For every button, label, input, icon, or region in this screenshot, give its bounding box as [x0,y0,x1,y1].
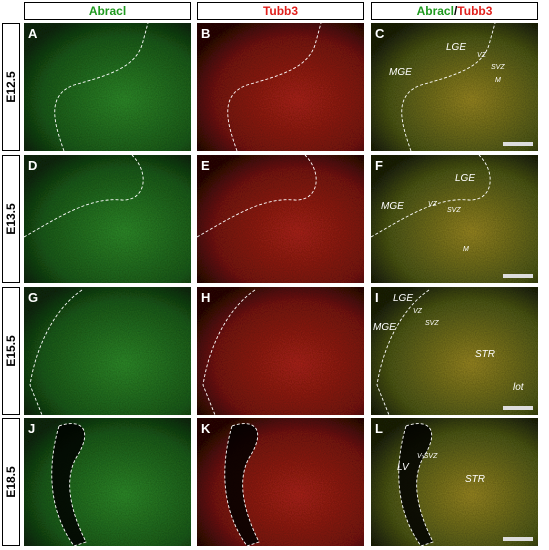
panel-letter: G [28,290,38,305]
tissue-signal [371,418,538,546]
tissue-signal [197,23,364,151]
region-label: VZ [413,308,423,315]
region-label: MGE [373,322,396,333]
region-label: STR [465,474,485,485]
row-label-box [2,23,20,151]
header-part: Abracl [417,4,454,18]
micrograph-panel: A [24,22,191,152]
tissue-signal [24,287,191,415]
tissue-signal [24,418,191,546]
header-part: / [454,4,458,18]
dashed-outline [370,154,491,238]
region-label: MGE [389,67,412,78]
scale-bar [503,274,533,278]
dashed-outline [401,22,496,152]
scale-bar [503,537,533,541]
ventricle-region [224,423,259,546]
row-label-box [2,155,20,283]
region-label: VZ [428,201,438,208]
row-label-box [2,287,20,415]
tissue-signal [371,287,538,415]
panel-letter: K [201,421,211,436]
region-label: LGE [455,173,475,184]
region-label: SVZ [447,207,461,214]
row-label: E15.5 [4,335,18,367]
header-part: Tubb3 [457,4,492,18]
region-label: lot [513,382,525,393]
region-label: LGE [393,293,413,304]
region-label: LV [397,462,410,473]
region-label: LGE [446,42,466,53]
region-label: STR [475,349,495,360]
micrograph-panel: L LV V-SVZ STR [371,418,538,547]
micrograph-panel: H [197,287,364,416]
column-header: Abracl [89,4,126,18]
column-header-box [371,2,538,20]
dashed-outline [202,289,256,416]
column-header: Abracl/Tubb3 [417,4,493,18]
panel-letter: E [201,158,210,173]
scale-bar [503,142,533,146]
region-label: M [495,77,501,84]
panel-letter: F [375,158,383,173]
tissue-signal [197,418,364,546]
scale-bar [503,406,533,410]
dashed-outline [196,154,317,238]
region-label: V-SVZ [417,453,438,460]
tissue-signal [371,23,538,151]
region-label: SVZ [425,320,439,327]
micrograph-panel: D [23,154,191,283]
micrograph-panel: B [197,22,364,152]
panel-letter: A [28,26,38,41]
region-label: SVZ [491,64,505,71]
ventricle-region [398,423,433,546]
micrograph-panel: K [197,418,364,547]
micrograph-panel: F LGE MGE VZ SVZ M [370,154,538,283]
row-label: E18.5 [4,466,18,498]
micrograph-panel: E [196,154,364,283]
tissue-signal [371,155,538,283]
dashed-outline [398,423,434,547]
dashed-outline [29,289,83,416]
region-label: MGE [381,201,404,212]
row-label: E12.5 [4,71,18,103]
dashed-outline [54,22,149,152]
region-label: M [463,246,469,253]
tissue-signal [24,155,191,283]
panel-letter: L [375,421,383,436]
tissue-signal [197,155,364,283]
panel-letter: I [375,290,379,305]
micrograph-panel: J [24,418,191,547]
dashed-outline [224,423,260,547]
row-label-box [2,418,20,546]
region-label: VZ [477,52,487,59]
micrograph-panel: G [24,287,191,416]
tissue-signal [197,287,364,415]
header-part: Tubb3 [263,4,298,18]
tissue-signal [24,23,191,151]
header-part: Abracl [89,4,126,18]
dashed-outline [227,22,322,152]
micrograph-panel: C LGE VZ SVZ M MGE [371,22,538,152]
panel-letter: J [28,421,35,436]
row-label: E13.5 [4,203,18,235]
column-header-box [24,2,191,20]
panel-letter: D [28,158,37,173]
column-header-box [197,2,364,20]
panel-letter: B [201,26,210,41]
ventricle-region [51,423,86,546]
panel-letter: C [375,26,385,41]
dashed-outline [376,289,430,416]
dashed-outline [23,154,144,238]
column-header: Tubb3 [263,4,298,18]
panel-letter: H [201,290,210,305]
dashed-outline [51,423,87,547]
